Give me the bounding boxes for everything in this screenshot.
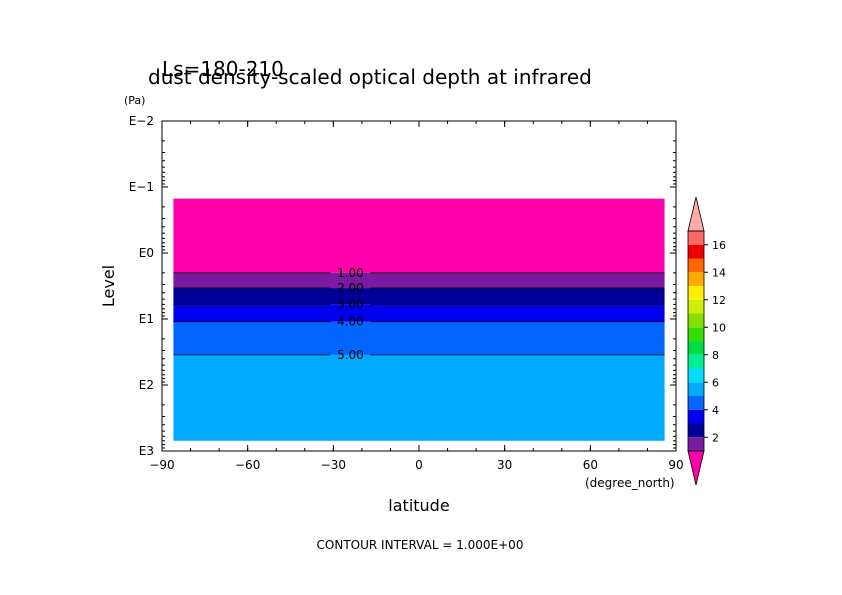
y-axis-label: Level: [99, 265, 118, 307]
y-tick-label: E−2: [129, 114, 154, 128]
chart-title: dust density-scaled optical depth at inf…: [148, 65, 592, 89]
y-axis-unit: (Pa): [124, 94, 145, 107]
contour-label: 2.00: [337, 281, 364, 295]
colorbar-segment: [688, 341, 704, 355]
colorbar-segment: [688, 299, 704, 314]
x-axis-label: latitude: [388, 496, 449, 515]
x-axis: −90 −60 −30 0 30 60 90: [149, 121, 684, 472]
contour-label: 4.00: [337, 315, 364, 329]
x-tick-label: −90: [149, 458, 174, 472]
colorbar-segment: [688, 423, 704, 438]
colorbar-segment: [688, 396, 704, 410]
colorbar-tick-label: 6: [712, 376, 719, 389]
contour-band: [173, 272, 665, 289]
colorbar-tick-label: 8: [712, 349, 719, 362]
colorbar-segment: [688, 437, 704, 451]
colorbar-tick-label: 2: [712, 431, 719, 444]
x-tick-label: 0: [415, 458, 423, 472]
colorbar-segment: [688, 409, 704, 424]
contour-line-layer: 1.002.00 3.00 4.00 5.00: [173, 266, 665, 362]
x-tick-label: 30: [497, 458, 512, 472]
colorbar-segment: [688, 244, 704, 259]
contour-label: 1.00: [337, 266, 364, 280]
colorbar-tick-label: 14: [712, 266, 726, 279]
contour-label: 5.00: [337, 348, 364, 362]
chart-subtitle: Ls=180-210: [162, 57, 284, 81]
y-tick-label: E3: [139, 444, 154, 458]
colorbar-tick-label: 16: [712, 239, 726, 252]
colorbar: 2 4 6 8 10 12 14 16: [687, 196, 726, 486]
colorbar-segment: [688, 368, 704, 383]
colorbar-tick-label: 12: [712, 294, 726, 307]
colorbar-segment: [688, 258, 704, 273]
contour-band: [173, 321, 665, 355]
x-axis-unit: (degree_north): [585, 476, 675, 490]
x-tick-label: 90: [668, 458, 683, 472]
colorbar-tick-label: 10: [712, 321, 726, 334]
colorbar-segment: [688, 286, 704, 300]
contour-band: [173, 288, 665, 305]
y-tick-label: E−1: [129, 180, 154, 194]
colorbar-segment: [688, 354, 704, 369]
y-tick-label: E2: [139, 378, 154, 392]
colorbar-frame: [687, 230, 705, 452]
contour-interval-note: CONTOUR INTERVAL = 1.000E+00: [317, 538, 524, 552]
y-tick-label: E1: [139, 312, 154, 326]
y-tick-label: E0: [139, 246, 154, 260]
contour-band: [173, 198, 665, 273]
colorbar-segment: [688, 382, 704, 396]
colorbar-segment: [688, 272, 704, 286]
x-tick-label: 60: [583, 458, 598, 472]
colorbar-segment: [688, 313, 704, 328]
contour-band: [173, 354, 665, 441]
colorbar-segment: [688, 327, 704, 341]
y-axis: E−2 E−1 E0 E1 E2 E3: [129, 114, 676, 458]
x-tick-label: −60: [235, 458, 260, 472]
colorbar-tick-label: 4: [712, 404, 719, 417]
contour-label: 3.00: [337, 297, 364, 311]
contour-fill-layer: [173, 198, 665, 441]
colorbar-segment: [688, 231, 704, 245]
contour-band: [173, 304, 665, 322]
x-tick-label: −30: [321, 458, 346, 472]
